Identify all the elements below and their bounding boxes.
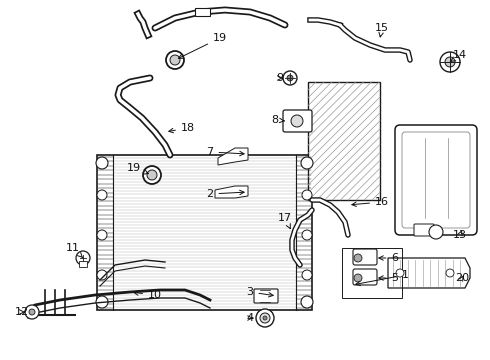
Text: 20: 20 xyxy=(455,273,469,283)
Text: 12: 12 xyxy=(15,307,29,317)
Polygon shape xyxy=(215,186,248,198)
FancyBboxPatch shape xyxy=(402,132,470,228)
Polygon shape xyxy=(218,148,248,165)
Bar xyxy=(308,82,380,200)
Circle shape xyxy=(97,270,107,280)
Circle shape xyxy=(445,57,455,67)
Text: 5: 5 xyxy=(379,273,398,283)
FancyBboxPatch shape xyxy=(414,224,434,236)
Text: 10: 10 xyxy=(134,290,162,300)
Circle shape xyxy=(97,190,107,200)
Text: 16: 16 xyxy=(352,197,389,207)
Circle shape xyxy=(29,309,35,315)
Circle shape xyxy=(147,170,157,180)
Text: 11: 11 xyxy=(66,243,83,258)
FancyBboxPatch shape xyxy=(353,269,377,285)
Text: 14: 14 xyxy=(450,50,467,62)
Circle shape xyxy=(301,296,313,308)
Text: 3: 3 xyxy=(246,287,273,297)
Circle shape xyxy=(166,51,184,69)
Text: 6: 6 xyxy=(379,253,398,263)
Circle shape xyxy=(97,230,107,240)
Circle shape xyxy=(96,296,108,308)
Text: 15: 15 xyxy=(375,23,389,37)
Text: 9: 9 xyxy=(276,73,284,83)
Bar xyxy=(342,248,402,298)
Text: 17: 17 xyxy=(278,213,292,229)
Circle shape xyxy=(283,71,297,85)
Circle shape xyxy=(446,269,454,277)
Text: 8: 8 xyxy=(271,115,284,125)
FancyBboxPatch shape xyxy=(395,125,477,235)
Circle shape xyxy=(260,313,270,323)
Text: 1: 1 xyxy=(356,270,409,285)
Circle shape xyxy=(76,251,90,265)
Text: 4: 4 xyxy=(246,313,253,323)
Circle shape xyxy=(302,190,312,200)
Circle shape xyxy=(302,230,312,240)
Circle shape xyxy=(143,166,161,184)
Bar xyxy=(97,155,312,310)
Text: 13: 13 xyxy=(453,230,467,240)
Circle shape xyxy=(256,309,274,327)
Text: 18: 18 xyxy=(169,123,195,133)
Text: 19: 19 xyxy=(178,33,227,58)
Polygon shape xyxy=(388,258,470,288)
Text: 7: 7 xyxy=(206,147,244,157)
Bar xyxy=(79,261,87,267)
Circle shape xyxy=(287,75,293,81)
Circle shape xyxy=(429,225,443,239)
FancyBboxPatch shape xyxy=(353,249,377,265)
FancyBboxPatch shape xyxy=(283,110,312,132)
Circle shape xyxy=(96,157,108,169)
Circle shape xyxy=(25,305,39,319)
Circle shape xyxy=(170,55,180,65)
Circle shape xyxy=(263,316,267,320)
Text: 2: 2 xyxy=(206,189,244,199)
Circle shape xyxy=(440,52,460,72)
Text: 19: 19 xyxy=(127,163,148,174)
Bar xyxy=(195,8,210,16)
Circle shape xyxy=(302,270,312,280)
Circle shape xyxy=(354,254,362,262)
Circle shape xyxy=(354,274,362,282)
Circle shape xyxy=(291,115,303,127)
Circle shape xyxy=(301,157,313,169)
FancyBboxPatch shape xyxy=(254,289,278,303)
Circle shape xyxy=(396,269,404,277)
